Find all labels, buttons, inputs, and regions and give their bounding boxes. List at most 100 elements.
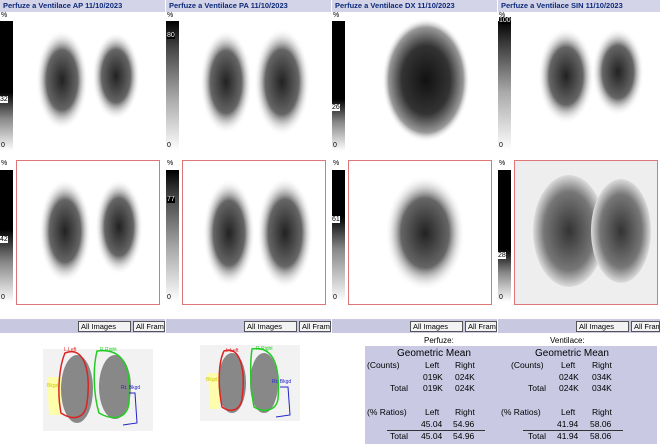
scale-zero: 0 xyxy=(333,294,337,301)
all-images-button[interactable]: All Images xyxy=(244,321,297,332)
right-lung xyxy=(257,177,313,289)
lung-scan xyxy=(200,28,310,136)
panel-sin: Perfuze a Ventilace SIN 11/10/2023 % 100… xyxy=(498,0,660,318)
panel-toolbar-sin: All Images All Fram xyxy=(498,319,660,333)
panel-pa: Perfuze a Ventilace PA 11/10/2023 % 80 0… xyxy=(166,0,331,318)
panel-toolbar-pa: All Images All Fram xyxy=(166,319,331,333)
color-scale-bottom: % 42 0 xyxy=(0,160,15,305)
gray-scale-bar xyxy=(166,21,179,151)
gray-scale-bar xyxy=(332,21,345,151)
all-images-button[interactable]: All Images xyxy=(78,321,131,332)
scan-image-top[interactable] xyxy=(16,12,160,152)
ventilation-header: Ventilace: xyxy=(550,336,585,345)
roi-overlay: L.Left R.Right Bkgd Rt. Bkgd xyxy=(200,345,300,421)
perf-ratio-total-right: 54.96 xyxy=(453,431,475,441)
roi-image-ventilation[interactable]: L.Left R.Right Bkgd Rt. Bkgd xyxy=(200,343,300,423)
lung-scan xyxy=(385,175,465,291)
all-images-button[interactable]: All Images xyxy=(410,321,463,332)
scale-max: 100 xyxy=(499,17,511,24)
color-scale-bottom: % 28 0 xyxy=(498,160,513,305)
color-scale-bottom: % 77 0 xyxy=(166,160,181,305)
vent-counts-left: 024K xyxy=(559,372,579,382)
scan-image-top[interactable] xyxy=(348,12,492,152)
perf-ratios-right-header: Right xyxy=(455,407,475,417)
lung-scan xyxy=(203,177,313,289)
roi-label-bkgd: Bkgd xyxy=(206,377,218,383)
vent-ratio-right: 58.06 xyxy=(590,419,612,429)
scan-image-bottom[interactable] xyxy=(182,160,326,305)
roi-label-bkgd: Bkgd xyxy=(47,383,59,389)
all-images-button[interactable]: All Images xyxy=(576,321,629,332)
gray-scale-bar xyxy=(166,170,179,302)
vent-ratios-right-header: Right xyxy=(592,407,612,417)
panel-dx: Perfuze a Ventilace DX 11/10/2023 % 26 0… xyxy=(332,0,497,318)
percent-label: % xyxy=(1,160,8,167)
scale-value: 32 xyxy=(0,96,8,103)
percent-label: % xyxy=(333,12,340,19)
perf-ratio-right: 54.96 xyxy=(453,419,475,429)
all-frames-button[interactable]: All Fram xyxy=(299,321,331,332)
scan-image-bottom[interactable] xyxy=(16,160,160,305)
perfusion-header: Perfuze: xyxy=(424,336,454,345)
perf-right-header: Right xyxy=(455,360,475,370)
percent-label: % xyxy=(499,12,506,19)
panel-title: Perfuze a Ventilace DX 11/10/2023 xyxy=(332,0,497,12)
right-lung xyxy=(591,179,651,283)
perf-left-header: Left xyxy=(425,360,440,370)
panel-title: Perfuze a Ventilace AP 11/10/2023 xyxy=(0,0,165,12)
scale-max: 80 xyxy=(167,32,175,39)
background-roi-right xyxy=(122,392,138,426)
vent-total-label: Total xyxy=(528,383,546,393)
lung-scan xyxy=(515,161,657,304)
perf-ratio-total-label: Total xyxy=(390,431,408,441)
scale-zero: 0 xyxy=(167,294,171,301)
perf-ratios-left-header: Left xyxy=(425,407,440,417)
roi-label-rt-bkgd: Rt. Bkgd xyxy=(272,379,291,385)
scale-zero: 0 xyxy=(1,294,5,301)
lateral-lung xyxy=(382,18,470,142)
roi-label-right: R.Right xyxy=(256,346,273,352)
percent-label: % xyxy=(333,160,340,167)
vent-ratio-total-left: 41.94 xyxy=(557,431,579,441)
scale-zero: 0 xyxy=(167,142,171,149)
all-frames-button[interactable]: All Fram xyxy=(465,321,497,332)
vent-counts-right: 034K xyxy=(592,372,612,382)
vent-total-left: 024K xyxy=(559,383,579,393)
scan-image-bottom[interactable] xyxy=(348,160,492,305)
lateral-lung xyxy=(385,175,465,291)
all-frames-button[interactable]: All Fram xyxy=(133,321,165,332)
perf-counts-right: 024K xyxy=(455,372,475,382)
background-roi-left xyxy=(47,377,61,415)
lung-scan xyxy=(538,28,644,124)
vent-ratios-label: (% Ratios) xyxy=(501,407,541,417)
scan-image-top[interactable] xyxy=(182,12,326,152)
perf-total-right: 024K xyxy=(455,383,475,393)
perf-total-label: Total xyxy=(390,383,408,393)
scan-image-bottom[interactable] xyxy=(514,160,658,305)
background-roi-right xyxy=(275,386,291,418)
scan-image-top[interactable] xyxy=(514,12,658,152)
roi-label-left: L.Left xyxy=(226,348,239,354)
left-lung xyxy=(203,179,255,287)
vent-ratios-left-header: Left xyxy=(561,407,576,417)
background-roi-left xyxy=(208,373,220,409)
percent-label: % xyxy=(167,12,174,19)
roi-image-perfusion[interactable]: L.Left R.Right Bkgd Rt. Bkgd xyxy=(35,343,155,433)
all-frames-button[interactable]: All Fram xyxy=(631,321,660,332)
lung-scan xyxy=(382,18,470,142)
right-lung-roi xyxy=(249,347,280,412)
perf-ratio-left: 45.04 xyxy=(421,419,443,429)
left-lung xyxy=(36,30,88,130)
left-lung xyxy=(538,28,594,124)
vent-ratio-left: 41.94 xyxy=(557,419,579,429)
vent-right-header: Right xyxy=(592,360,612,370)
vent-total-right: 034K xyxy=(592,383,612,393)
scale-zero: 0 xyxy=(499,294,503,301)
gray-scale-bar xyxy=(332,170,345,302)
perf-counts-label: (Counts) xyxy=(367,360,400,370)
scale-value: 42 xyxy=(0,236,8,243)
scale-value: 28 xyxy=(498,252,506,259)
roi-overlay: L.Left R.Right Bkgd Rt. Bkgd xyxy=(43,347,153,431)
gray-scale-bar xyxy=(0,21,13,151)
panel-title: Perfuze a Ventilace PA 11/10/2023 xyxy=(166,0,331,12)
